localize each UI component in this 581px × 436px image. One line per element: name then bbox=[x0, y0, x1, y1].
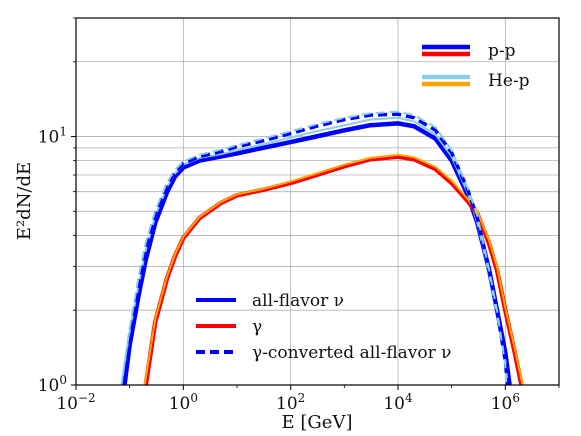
legend-source: p-p He-p bbox=[422, 41, 530, 91]
legend-label: p-p bbox=[488, 41, 516, 61]
series-line bbox=[143, 153, 524, 385]
y-tick-label: 101 bbox=[38, 125, 67, 148]
y-axis-label: E²dN/dE bbox=[14, 162, 35, 240]
x-tick-label: 106 bbox=[491, 391, 520, 414]
ticks bbox=[71, 17, 560, 390]
x-tick-label: 100 bbox=[169, 391, 198, 414]
legend-label: He-p bbox=[488, 71, 530, 91]
x-tick-label: 102 bbox=[276, 391, 305, 414]
series-line bbox=[120, 110, 508, 385]
x-axis-label: E [GeV] bbox=[282, 412, 353, 433]
legend-label: γ-converted all-flavor ν bbox=[252, 343, 452, 363]
plot-frame bbox=[75, 17, 560, 386]
legend-type: all-flavor ν γ γ-converted all-flavor ν bbox=[196, 291, 452, 363]
legend-label: γ bbox=[252, 317, 262, 337]
y-tick-label: 100 bbox=[38, 373, 67, 396]
series-layer bbox=[120, 110, 524, 385]
x-tick-label: 10−2 bbox=[56, 391, 95, 414]
x-tick-label: 104 bbox=[383, 391, 413, 414]
legend-label: all-flavor ν bbox=[252, 291, 344, 311]
